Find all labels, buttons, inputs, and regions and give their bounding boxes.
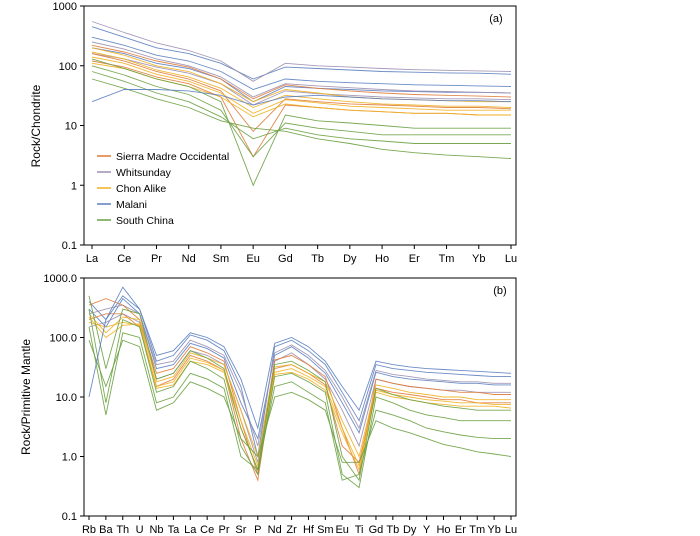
y-tick-label: 10.0 xyxy=(56,392,77,404)
y-tick-label: 100 xyxy=(59,61,77,73)
x-tick-label-sr: Sr xyxy=(235,524,246,536)
x-tick-label-gd: Gd xyxy=(278,253,293,265)
y-tick-label: 1.0 xyxy=(62,452,77,464)
panel-a-label: (a) xyxy=(489,13,502,25)
legend-label: Chon Alike xyxy=(116,183,166,195)
series-line-whitsunday-2 xyxy=(88,304,511,447)
series-line-chon-alike-11 xyxy=(91,56,511,114)
series-line-south-china-10 xyxy=(88,309,511,489)
series-line-south-china-15 xyxy=(91,71,511,144)
series-line-malani-17 xyxy=(91,89,512,106)
series-line-sierra-madre-occidental-6 xyxy=(91,44,512,100)
x-tick-label-la: La xyxy=(184,524,197,536)
x-tick-label-hf: Hf xyxy=(303,524,315,536)
x-tick-label-ce: Ce xyxy=(200,524,214,536)
series-line-sierra-madre-occidental-4 xyxy=(88,298,511,477)
x-tick-label-y: Y xyxy=(423,524,431,536)
x-tick-label-eu: Eu xyxy=(335,524,348,536)
series-line-chon-alike-8 xyxy=(88,316,512,472)
x-tick-label-ti: Ti xyxy=(355,524,364,536)
x-tick-label-tm: Tm xyxy=(469,524,485,536)
x-tick-label-er: Er xyxy=(455,524,466,536)
panel-a-chondrite-plot: 0.1 1 10 100 1000 La Ce Pr Nd Sm Eu Gd Tb Dy Ho Er Tm Yb… xyxy=(29,1,517,265)
x-tick-label-ho: Ho xyxy=(375,253,389,265)
legend-label: Malani xyxy=(116,199,147,211)
y-tick-label: 100.0 xyxy=(49,333,77,345)
series-line-malani-2 xyxy=(91,47,512,103)
y-tick-label: 1 xyxy=(71,180,77,192)
x-tick-label-eu: Eu xyxy=(246,253,259,265)
y-tick-label: 0.1 xyxy=(62,240,77,252)
panel-a-series-lines xyxy=(91,21,512,187)
x-tick-label-ho: Ho xyxy=(436,524,450,536)
panel-b-y-axis: 0.1 1.0 10.0 100.0 1000.0 xyxy=(43,273,84,523)
legend-label: Sierra Madre Occidental xyxy=(116,151,229,163)
panel-b-x-axis: Rb Ba Th U Nb Ta La Ce Pr Sr P Nd Zr Hf Sm Eu Ti Gd Tb Dy Y H… xyxy=(82,516,517,536)
x-tick-label-tm: Tm xyxy=(439,253,455,265)
series-line-chon-alike-7 xyxy=(88,321,511,468)
series-line-sierra-madre-occidental-7 xyxy=(91,53,512,132)
panel-a-x-axis: La Ce Pr Nd Sm Eu Gd Tb Dy Ho Er Tm Yb Lu xyxy=(86,245,517,265)
x-tick-label-ba: Ba xyxy=(99,524,113,536)
series-line-south-china-12 xyxy=(88,339,512,463)
y-tick-label: 1000 xyxy=(53,1,77,13)
x-tick-label-er: Er xyxy=(409,253,420,265)
x-tick-label-u: U xyxy=(136,524,144,536)
panel-b-y-axis-title: Rock/Primitive Mantle xyxy=(19,339,33,455)
series-line-malani-1 xyxy=(88,297,511,441)
x-tick-label-sm: Sm xyxy=(213,253,230,265)
series-line-chon-alike-9 xyxy=(91,47,511,103)
panel-b-series-lines xyxy=(88,286,512,489)
panel-b-primitive-mantle-plot: 0.1 1.0 10.0 100.0 1000.0 Rb Ba Th U Nb Ta La Ce Pr S… xyxy=(19,273,517,536)
x-tick-label-rb: Rb xyxy=(82,524,96,536)
x-tick-label-tb: Tb xyxy=(311,253,324,265)
x-tick-label-lu: Lu xyxy=(505,253,517,265)
panel-a-y-axis: 0.1 1 10 100 1000 xyxy=(53,1,84,252)
legend-label: Whitsunday xyxy=(116,167,172,179)
y-tick-label: 10 xyxy=(65,121,77,133)
panel-b-label: (b) xyxy=(493,285,506,297)
series-line-sierra-madre-occidental-8 xyxy=(91,60,511,158)
x-tick-label-gd: Gd xyxy=(369,524,384,536)
x-tick-label-yb: Yb xyxy=(487,524,500,536)
x-tick-label-pr: Pr xyxy=(151,253,162,265)
x-tick-label-dy: Dy xyxy=(403,524,417,536)
x-tick-label-ce: Ce xyxy=(117,253,131,265)
x-tick-label-ta: Ta xyxy=(168,524,181,536)
series-line-south-china-11 xyxy=(88,326,511,481)
x-tick-label-p: P xyxy=(254,524,261,536)
x-tick-label-nb: Nb xyxy=(149,524,163,536)
series-line-south-china-9 xyxy=(88,295,511,482)
x-tick-label-lu: Lu xyxy=(505,524,517,536)
series-line-malani-0 xyxy=(88,286,511,457)
x-tick-label-nd: Nd xyxy=(268,524,282,536)
series-line-chon-alike-6 xyxy=(88,313,511,459)
y-tick-label: 1000.0 xyxy=(43,273,77,285)
y-tick-label: 0.1 xyxy=(62,511,77,523)
series-line-malani-13 xyxy=(88,295,512,430)
x-tick-label-dy: Dy xyxy=(343,253,357,265)
series-line-whitsunday-5 xyxy=(91,53,512,106)
series-line-south-china-14 xyxy=(91,65,511,158)
x-tick-label-tb: Tb xyxy=(386,524,399,536)
series-line-whitsunday-3 xyxy=(91,21,512,82)
legend-label: South China xyxy=(116,215,174,227)
x-tick-label-zr: Zr xyxy=(286,524,297,536)
x-tick-label-yb: Yb xyxy=(472,253,485,265)
series-line-south-china-13 xyxy=(91,58,511,187)
series-line-malani-1 xyxy=(91,36,512,90)
x-tick-label-pr: Pr xyxy=(219,524,230,536)
x-tick-label-th: Th xyxy=(116,524,129,536)
x-tick-label-la: La xyxy=(86,253,99,265)
x-tick-label-nd: Nd xyxy=(182,253,196,265)
x-tick-label-sm: Sm xyxy=(317,524,334,536)
series-line-whitsunday-4 xyxy=(91,41,512,98)
series-line-south-china-16 xyxy=(91,78,512,159)
series-line-chon-alike-10 xyxy=(91,51,512,108)
panel-a-legend: Sierra Madre Occidental Whitsunday Chon Al… xyxy=(97,151,229,227)
series-line-malani-0 xyxy=(91,26,512,80)
panel-a-y-axis-title: Rock/Chondrite xyxy=(29,84,43,167)
